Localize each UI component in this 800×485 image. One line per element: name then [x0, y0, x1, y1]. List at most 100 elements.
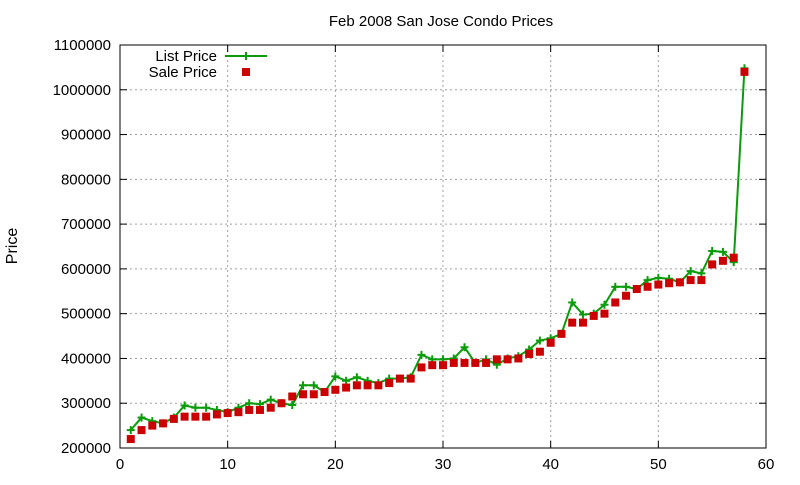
list-price-point: [180, 401, 189, 410]
sale-price-point: [212, 410, 221, 419]
sale-price-point: [503, 355, 512, 364]
sale-price-point: [557, 329, 566, 338]
legend-marker-sale-price: [242, 68, 250, 76]
sale-price-point: [460, 358, 469, 367]
sale-price-point: [568, 318, 577, 327]
sale-price-point: [169, 414, 178, 423]
sale-price-point: [126, 435, 135, 444]
list-price-point: [708, 246, 717, 255]
sale-price-point: [137, 426, 146, 435]
list-price-point: [686, 267, 695, 276]
list-price-point: [417, 350, 426, 359]
series-sale-price: [126, 67, 749, 444]
list-price-point: [331, 372, 340, 381]
sale-price-point: [191, 412, 200, 421]
sale-price-point: [740, 67, 749, 76]
sale-price-point: [578, 318, 587, 327]
sale-price-point: [331, 385, 340, 394]
sale-price-point: [492, 355, 501, 364]
x-tick-label: 50: [650, 456, 667, 473]
legend-label-sale-price: Sale Price: [149, 64, 217, 81]
sale-price-point: [255, 405, 264, 414]
sale-price-point: [148, 421, 157, 430]
list-price-point: [697, 269, 706, 278]
sale-price-point: [288, 392, 297, 401]
sale-price-point: [428, 361, 437, 370]
x-tick-label: 10: [219, 456, 236, 473]
sale-price-point: [266, 403, 275, 412]
sale-price-point: [535, 347, 544, 356]
list-price-point: [137, 413, 146, 422]
x-tick-label: 40: [542, 456, 559, 473]
list-price-point: [460, 343, 469, 352]
y-tick-label: 500000: [61, 306, 111, 323]
sale-price-point: [708, 260, 717, 269]
sale-price-point: [697, 276, 706, 285]
list-price-point: [578, 310, 587, 319]
sale-price-point: [277, 399, 286, 408]
sale-price-point: [622, 291, 631, 300]
x-tick-label: 60: [758, 456, 775, 473]
list-price-point: [288, 401, 297, 410]
series-layer: [126, 64, 749, 444]
series-list-price: [126, 64, 749, 435]
sale-price-point: [471, 358, 480, 367]
sale-price-point: [718, 256, 727, 265]
x-tick-label: 20: [327, 456, 344, 473]
list-price-point: [611, 282, 620, 291]
list-price-point: [535, 336, 544, 345]
y-tick-label: 300000: [61, 395, 111, 412]
sale-price-point: [665, 279, 674, 288]
sale-price-point: [202, 412, 211, 421]
sale-price-point: [589, 311, 598, 320]
list-price-point: [202, 403, 211, 412]
sale-price-point: [600, 309, 609, 318]
legend-marker-list-price: [242, 52, 250, 60]
sale-price-point: [406, 374, 415, 383]
sale-price-point: [395, 374, 404, 383]
sale-price-point: [309, 390, 318, 399]
grid-lines: [120, 45, 766, 448]
sale-price-point: [643, 282, 652, 291]
sale-price-point: [525, 349, 534, 358]
list-price-point: [600, 300, 609, 309]
sale-price-point: [352, 381, 361, 390]
y-tick-label: 700000: [61, 216, 111, 233]
list-price-point: [622, 282, 631, 291]
sale-price-point: [223, 409, 232, 418]
list-price-point: [299, 381, 308, 390]
sale-price-point: [514, 354, 523, 363]
sale-price-point: [729, 253, 738, 262]
list-price-point: [309, 381, 318, 390]
sale-price-point: [654, 280, 663, 289]
sale-price-point: [320, 388, 329, 397]
sale-price-point: [363, 381, 372, 390]
chart-title: Feb 2008 San Jose Condo Prices: [329, 13, 553, 30]
x-tick-label: 30: [435, 456, 452, 473]
sale-price-point: [245, 405, 254, 414]
list-price-point: [126, 426, 135, 435]
axis-ticks: 0 10 20 30 40 50 60 200000 300000 400000 500000 600…: [53, 37, 775, 473]
list-price-point: [342, 376, 351, 385]
list-price-line: [130, 68, 746, 431]
y-tick-label: 1000000: [53, 82, 111, 99]
sale-price-point: [482, 358, 491, 367]
list-price-point: [245, 399, 254, 408]
sale-price-point: [449, 358, 458, 367]
y-tick-label: 400000: [61, 350, 111, 367]
sale-price-point: [686, 276, 695, 285]
sale-price-point: [180, 412, 189, 421]
list-price-point: [643, 276, 652, 285]
sale-price-point: [546, 338, 555, 347]
sale-price-point: [385, 379, 394, 388]
x-tick-label: 0: [116, 456, 124, 473]
y-tick-label: 900000: [61, 127, 111, 144]
y-axis-label: Price: [4, 228, 21, 265]
plot-border: [119, 44, 767, 449]
sale-price-point: [342, 383, 351, 392]
sale-price-point: [675, 278, 684, 287]
list-price-point: [568, 298, 577, 307]
